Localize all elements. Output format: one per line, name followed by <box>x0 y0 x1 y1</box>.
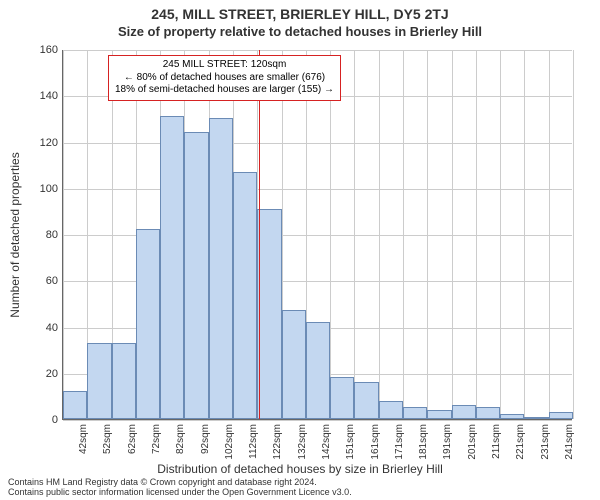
histogram-bar <box>476 407 500 419</box>
gridline-h <box>63 189 572 190</box>
histogram-bar <box>184 132 208 419</box>
y-tick-label: 100 <box>28 183 58 195</box>
histogram-bar <box>354 382 378 419</box>
histogram-bar <box>209 118 233 419</box>
x-tick-label: 82sqm <box>175 424 186 454</box>
histogram-bar <box>500 414 524 419</box>
chart-container: 245, MILL STREET, BRIERLEY HILL, DY5 2TJ… <box>0 0 600 500</box>
x-tick-label: 132sqm <box>297 424 308 460</box>
x-tick-label: 102sqm <box>224 424 235 460</box>
histogram-bar <box>403 407 427 419</box>
x-tick-label: 191sqm <box>442 424 453 460</box>
histogram-bar <box>160 116 184 419</box>
x-tick-label: 151sqm <box>345 424 356 460</box>
gridline-v <box>573 50 574 419</box>
y-tick-label: 140 <box>28 90 58 102</box>
gridline-v <box>452 50 453 419</box>
histogram-bar <box>427 410 451 419</box>
x-tick-label: 211sqm <box>491 424 502 459</box>
x-tick-label: 201sqm <box>467 424 478 460</box>
histogram-bar <box>524 417 548 419</box>
x-tick-label: 181sqm <box>418 424 429 460</box>
histogram-bar <box>306 322 330 419</box>
y-axis-label: Number of detached properties <box>8 152 22 317</box>
gridline-v <box>63 50 64 419</box>
x-tick-label: 52sqm <box>102 424 113 454</box>
x-tick-label: 241sqm <box>564 424 575 460</box>
gridline-h <box>63 143 572 144</box>
x-axis-label: Distribution of detached houses by size … <box>0 462 600 476</box>
histogram-bar <box>452 405 476 419</box>
gridline-v <box>476 50 477 419</box>
gridline-v <box>500 50 501 419</box>
histogram-bar <box>549 412 573 419</box>
histogram-bar <box>233 172 257 419</box>
x-tick-label: 42sqm <box>78 424 89 454</box>
y-tick-label: 120 <box>28 137 58 149</box>
histogram-bar <box>379 401 403 420</box>
annotation-line: 245 MILL STREET: 120sqm <box>115 59 334 72</box>
x-tick-label: 62sqm <box>127 424 138 454</box>
histogram-bar <box>87 343 111 419</box>
histogram-bar <box>112 343 136 419</box>
y-tick-label: 80 <box>28 229 58 241</box>
x-tick-label: 72sqm <box>151 424 162 454</box>
histogram-bar <box>63 391 87 419</box>
gridline-v <box>379 50 380 419</box>
page-title: 245, MILL STREET, BRIERLEY HILL, DY5 2TJ <box>0 0 600 22</box>
annotation-box: 245 MILL STREET: 120sqm← 80% of detached… <box>108 55 341 101</box>
y-tick-label: 20 <box>28 368 58 380</box>
histogram-bar <box>257 209 281 419</box>
gridline-v <box>549 50 550 419</box>
x-tick-label: 221sqm <box>515 424 526 460</box>
gridline-h <box>63 50 572 51</box>
histogram-bar <box>282 310 306 419</box>
x-tick-label: 92sqm <box>200 424 211 454</box>
y-tick-label: 60 <box>28 275 58 287</box>
x-tick-label: 171sqm <box>394 424 405 460</box>
x-tick-label: 161sqm <box>370 424 381 460</box>
histogram-bar <box>330 377 354 419</box>
x-tick-label: 142sqm <box>321 424 332 460</box>
gridline-v <box>427 50 428 419</box>
x-tick-label: 122sqm <box>272 424 283 460</box>
footer: Contains HM Land Registry data © Crown c… <box>8 478 592 498</box>
gridline-h <box>63 420 572 421</box>
annotation-line: ← 80% of detached houses are smaller (67… <box>115 72 334 85</box>
gridline-v <box>524 50 525 419</box>
annotation-line: 18% of semi-detached houses are larger (… <box>115 84 334 97</box>
y-tick-label: 0 <box>28 414 58 426</box>
x-tick-label: 112sqm <box>248 424 259 459</box>
gridline-v <box>330 50 331 419</box>
gridline-v <box>403 50 404 419</box>
y-tick-label: 160 <box>28 44 58 56</box>
reference-line <box>259 50 260 419</box>
histogram-bar <box>136 229 160 419</box>
plot-area <box>62 50 572 420</box>
chart-title: Size of property relative to detached ho… <box>0 24 600 39</box>
footer-line-2: Contains public sector information licen… <box>8 488 592 498</box>
gridline-v <box>354 50 355 419</box>
x-tick-label: 231sqm <box>540 424 551 460</box>
y-tick-label: 40 <box>28 322 58 334</box>
